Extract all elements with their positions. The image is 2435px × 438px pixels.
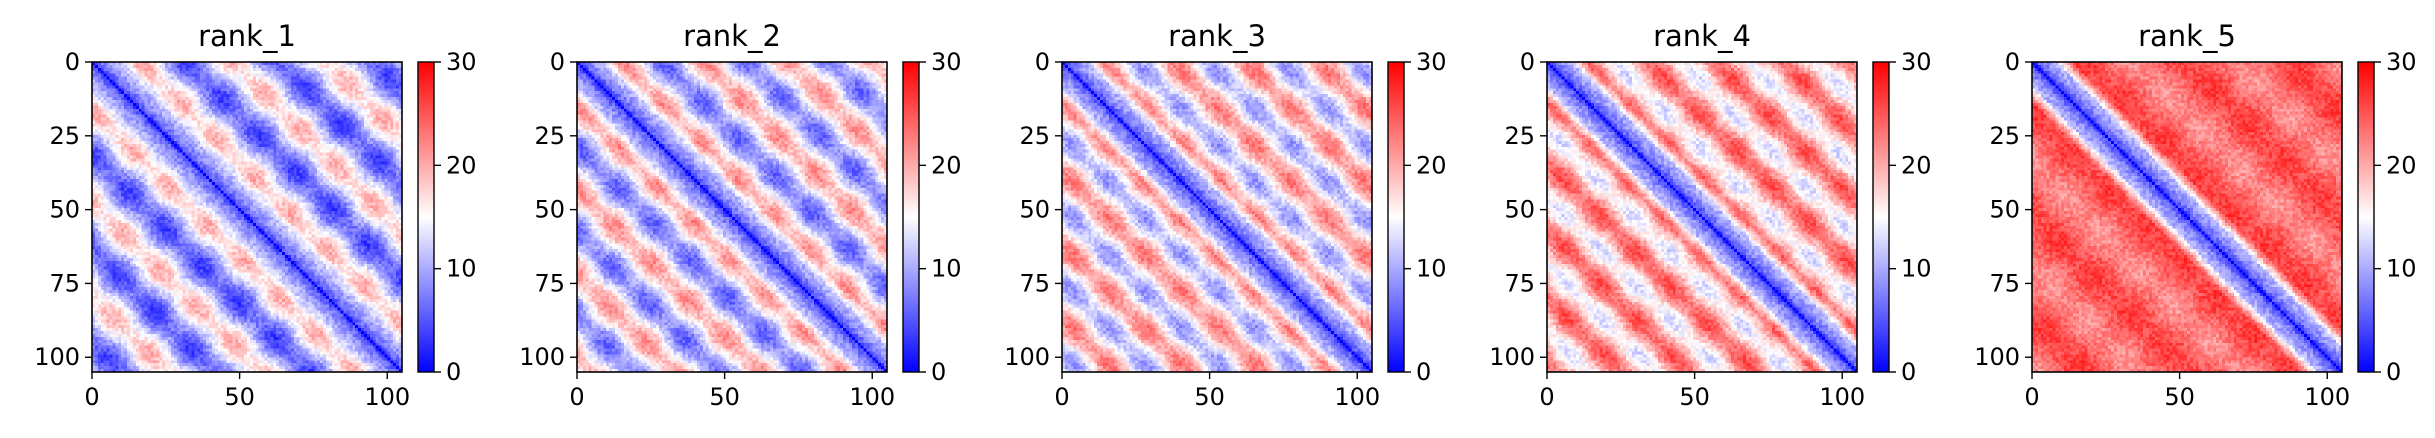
y-tick-label: 25 xyxy=(49,122,80,150)
colorbar-tick-label: 30 xyxy=(1416,48,1447,76)
colorbar-tick-label: 0 xyxy=(2386,358,2401,386)
y-tick-label: 100 xyxy=(1974,343,2020,371)
colorbar xyxy=(1387,61,1405,373)
colorbar xyxy=(902,61,920,373)
colorbar xyxy=(417,61,435,373)
y-tick-label: 100 xyxy=(1489,343,1535,371)
panel-title: rank_2 xyxy=(683,19,781,53)
y-tick-label: 75 xyxy=(534,269,565,297)
colorbar-tick-label: 10 xyxy=(1416,255,1447,283)
y-tick-label: 50 xyxy=(1019,196,1050,224)
heatmap-image xyxy=(92,62,402,372)
y-tick-label: 0 xyxy=(65,48,80,76)
x-tick-label: 100 xyxy=(1334,383,1380,411)
colorbar xyxy=(2357,61,2375,373)
y-tick-label: 75 xyxy=(49,269,80,297)
colorbar-tick-label: 0 xyxy=(1416,358,1431,386)
y-tick-label: 75 xyxy=(1504,269,1535,297)
y-tick-label: 0 xyxy=(550,48,565,76)
axes-frame xyxy=(1061,61,1373,373)
colorbar-tick-label: 20 xyxy=(2386,151,2417,179)
colorbar-tick-label: 20 xyxy=(1901,151,1932,179)
axes-frame xyxy=(2031,61,2343,373)
colorbar-tick-label: 10 xyxy=(931,255,962,283)
x-tick-label: 50 xyxy=(709,383,740,411)
colorbar-tick-label: 0 xyxy=(446,358,461,386)
y-tick-label: 25 xyxy=(1019,122,1050,150)
y-tick-label: 50 xyxy=(49,196,80,224)
axes-frame xyxy=(91,61,403,373)
x-tick-label: 100 xyxy=(1819,383,1865,411)
x-tick-label: 50 xyxy=(2164,383,2195,411)
y-tick-label: 25 xyxy=(534,122,565,150)
y-tick-label: 50 xyxy=(534,196,565,224)
x-tick-label: 0 xyxy=(569,383,584,411)
y-tick-label: 100 xyxy=(519,343,565,371)
x-tick-label: 100 xyxy=(2304,383,2350,411)
colorbar-tick-label: 30 xyxy=(931,48,962,76)
y-tick-label: 0 xyxy=(1520,48,1535,76)
y-tick-label: 50 xyxy=(1989,196,2020,224)
y-tick-label: 25 xyxy=(1989,122,2020,150)
x-tick-label: 0 xyxy=(2024,383,2039,411)
y-tick-label: 0 xyxy=(2005,48,2020,76)
x-tick-label: 50 xyxy=(1679,383,1710,411)
x-tick-label: 50 xyxy=(224,383,255,411)
colorbar xyxy=(1872,61,1890,373)
colorbar-tick-label: 0 xyxy=(1901,358,1916,386)
colorbar-tick-label: 30 xyxy=(1901,48,1932,76)
colorbar-tick-label: 30 xyxy=(2386,48,2417,76)
colorbar-tick-label: 0 xyxy=(931,358,946,386)
colorbar-tick-label: 20 xyxy=(446,151,477,179)
y-tick-label: 75 xyxy=(1989,269,2020,297)
heatmap-image xyxy=(1062,62,1372,372)
colorbar-tick-label: 10 xyxy=(1901,255,1932,283)
panel-title: rank_1 xyxy=(198,19,296,53)
colorbar-tick-label: 10 xyxy=(2386,255,2417,283)
x-tick-label: 50 xyxy=(1194,383,1225,411)
x-tick-label: 0 xyxy=(1054,383,1069,411)
panel-title: rank_3 xyxy=(1168,19,1266,53)
heatmap-image xyxy=(577,62,887,372)
y-tick-label: 25 xyxy=(1504,122,1535,150)
panel-title: rank_5 xyxy=(2138,19,2236,53)
axes-frame xyxy=(576,61,888,373)
colorbar-tick-label: 10 xyxy=(446,255,477,283)
axes-frame xyxy=(1546,61,1858,373)
colorbar-tick-label: 20 xyxy=(931,151,962,179)
colorbar-tick-label: 30 xyxy=(446,48,477,76)
x-tick-label: 100 xyxy=(364,383,410,411)
x-tick-label: 100 xyxy=(849,383,895,411)
y-tick-label: 0 xyxy=(1035,48,1050,76)
x-tick-label: 0 xyxy=(1539,383,1554,411)
y-tick-label: 100 xyxy=(1004,343,1050,371)
panel-title: rank_4 xyxy=(1653,19,1751,53)
colorbar-tick-label: 20 xyxy=(1416,151,1447,179)
y-tick-label: 100 xyxy=(34,343,80,371)
heatmap-image xyxy=(2032,62,2342,372)
heatmap-image xyxy=(1547,62,1857,372)
y-tick-label: 50 xyxy=(1504,196,1535,224)
y-tick-label: 75 xyxy=(1019,269,1050,297)
x-tick-label: 0 xyxy=(84,383,99,411)
